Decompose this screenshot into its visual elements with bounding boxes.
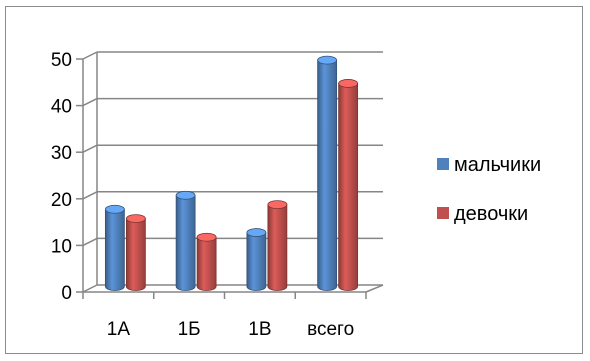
x-tick-label: 1Б [178,319,201,340]
bar-мальчики-1Б [175,194,196,291]
bar-девочки-всего [338,83,359,291]
x-tick-labels: 1А 1Б 1В всего [107,319,354,340]
bar-top-мальчики-1А [104,204,125,214]
bar-мальчики-1А [104,208,125,291]
x-tick-label: 1В [248,319,271,340]
legend-swatch [437,207,449,219]
wall-gridline [82,237,98,247]
wall-gridline [82,144,98,153]
bar-девочки-1Б [196,236,217,291]
bar-мальчики-всего [317,59,338,291]
floor-right-edge [365,284,384,293]
wall-gridline [82,191,98,200]
bar-мальчики-1В [246,232,267,291]
y-tick-label: 0 [61,283,72,304]
legend-label: девочки [454,203,528,225]
bar-top-девочки-1А [125,214,146,224]
bar-top-девочки-1В [267,200,288,210]
legend-label: мальчики [454,154,541,176]
y-tick-label: 50 [51,50,72,71]
wall-gridline [82,284,98,293]
y-tick-label: 20 [51,190,72,211]
chart-border [5,6,583,354]
x-tick-label: всего [307,319,354,340]
y-tick-label: 10 [51,236,72,257]
y-tick-labels: 0 10 20 30 40 50 [51,50,72,304]
legend-swatch [437,158,449,170]
y-tick-label: 40 [51,97,72,118]
bar-top-мальчики-всего [317,55,338,65]
bar-top-девочки-всего [338,79,359,88]
y-tick-label: 30 [51,143,72,164]
bar-top-мальчики-1Б [175,190,196,200]
legend: мальчики девочки [437,154,541,225]
bars [104,55,359,291]
x-tick-label: 1А [107,319,131,340]
bar-девочки-1А [125,218,146,291]
wall-gridline [82,97,98,107]
bar-top-мальчики-1В [246,228,267,237]
bar-девочки-1В [267,204,288,291]
bar-top-девочки-1Б [196,232,217,242]
wall-gridline [82,51,98,60]
